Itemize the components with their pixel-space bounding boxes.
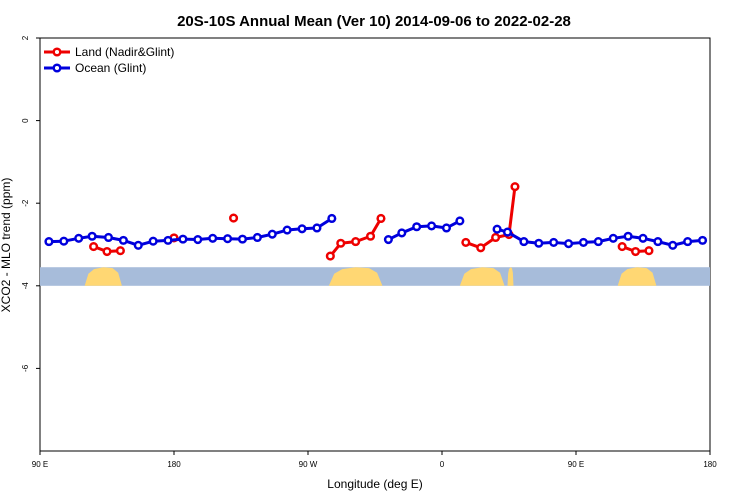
series-0-point-5-0 <box>617 242 627 252</box>
x-tick-label-5: 180 <box>703 460 717 469</box>
series-1-point-1-5 <box>455 216 465 226</box>
series-1-point-0-11 <box>208 233 218 243</box>
series-1-point-0-14 <box>252 232 262 243</box>
series-0-point-0-1 <box>102 246 112 257</box>
series-1-point-2-11 <box>653 237 663 247</box>
series-1-point-2-5 <box>564 239 574 249</box>
x-tick-label-2: 90 W <box>299 460 318 469</box>
series-1-point-2-7 <box>593 237 603 247</box>
y-tick-label-0: 2 <box>21 35 30 40</box>
land-region-1 <box>328 267 383 286</box>
series-1-point-2-9 <box>623 231 633 241</box>
x-tick-label-3: 0 <box>440 460 445 469</box>
series-1-point-0-0 <box>44 237 54 247</box>
series-0-point-2-0 <box>229 213 239 223</box>
series-0 <box>89 182 654 261</box>
series-0-point-3-0 <box>325 251 335 261</box>
x-tick-label-0: 90 E <box>32 460 48 469</box>
series-1-point-2-10 <box>638 233 648 243</box>
series-1-point-0-6 <box>133 240 143 250</box>
series-0-point-4-1 <box>476 243 486 253</box>
surface-band <box>40 267 710 286</box>
series-1-point-2-3 <box>534 238 544 248</box>
series-1-point-0-8 <box>163 235 173 245</box>
series-1-point-0-16 <box>282 225 292 235</box>
series-1-point-0-7 <box>148 236 158 246</box>
series-1-point-2-1 <box>502 227 513 237</box>
y-axis: 2 0 -2 -4 -6 <box>21 35 40 372</box>
legend-label-0: Land (Nadir&Glint) <box>75 45 174 59</box>
series-1-point-0-4 <box>103 232 114 243</box>
x-tick-label-1: 180 <box>167 460 181 469</box>
plot-frame <box>39 37 711 452</box>
y-tick-label-1: 0 <box>21 118 30 123</box>
series-1-point-0-18 <box>312 223 322 233</box>
series-1-point-1-4 <box>441 223 452 233</box>
series-1-point-1-0 <box>383 234 393 245</box>
land-region-4 <box>617 267 657 286</box>
legend-label-1: Ocean (Glint) <box>75 61 146 75</box>
series-1-point-1-3 <box>427 221 437 231</box>
land-region-3 <box>507 267 514 286</box>
series-1-point-2-4 <box>549 237 559 247</box>
y-axis-label: XCO2 - MLO trend (ppm) <box>0 178 13 313</box>
land-region-2 <box>459 267 505 286</box>
series-1-point-2-12 <box>668 240 678 250</box>
x-axis-label: Longitude (deg E) <box>327 477 422 491</box>
series-0-point-4-2 <box>491 232 501 243</box>
series-1-point-2-8 <box>608 233 618 243</box>
series-1-point-1-1 <box>397 228 407 238</box>
series-1-point-0-19 <box>327 213 337 224</box>
y-tick-label-4: -6 <box>21 364 30 372</box>
series-0-point-3-2 <box>351 237 361 247</box>
x-axis: 90 E 180 90 W 0 90 E 180 <box>32 451 717 469</box>
y-tick-label-3: -4 <box>21 282 30 290</box>
series-1-point-0-12 <box>223 234 233 244</box>
series-0-point-0-0 <box>89 242 99 252</box>
series-1-point-2-2 <box>519 237 529 247</box>
chart-title: 20S-10S Annual Mean (Ver 10) 2014-09-06 … <box>177 13 571 30</box>
series-0-point-5-2 <box>644 246 654 256</box>
series-1-point-0-3 <box>87 231 97 241</box>
series-1-point-0-10 <box>193 234 203 245</box>
series-1-point-0-13 <box>237 234 248 244</box>
land-region-0 <box>84 267 122 286</box>
series-0-point-3-1 <box>336 238 346 248</box>
series-1-point-0-2 <box>74 233 84 243</box>
series-layer <box>44 182 708 261</box>
legend-marker-0 <box>52 47 62 57</box>
series-0-point-4-0 <box>461 237 471 247</box>
series-0-point-0-2 <box>115 246 125 256</box>
series-0-point-5-1 <box>631 246 641 257</box>
y-tick-label-2: -2 <box>21 199 30 207</box>
series-1-point-0-15 <box>267 229 277 239</box>
x-tick-label-4: 90 E <box>568 460 584 469</box>
series-1-point-1-2 <box>412 222 422 232</box>
series-1 <box>44 213 708 250</box>
series-0-point-3-4 <box>376 213 386 224</box>
series-1-point-0-5 <box>118 235 128 245</box>
series-0-point-3-3 <box>365 231 376 241</box>
series-0-point-4-4 <box>510 182 520 192</box>
series-1-point-0-1 <box>59 236 69 246</box>
series-1-point-0-9 <box>178 234 188 244</box>
series-1-point-2-0 <box>492 224 502 234</box>
legend: Land (Nadir&Glint) Ocean (Glint) <box>44 45 174 75</box>
series-1-point-0-17 <box>297 224 307 234</box>
series-1-point-2-14 <box>698 235 708 245</box>
legend-marker-1 <box>52 63 62 73</box>
series-1-point-2-6 <box>578 237 588 247</box>
series-1-point-2-13 <box>683 237 693 247</box>
